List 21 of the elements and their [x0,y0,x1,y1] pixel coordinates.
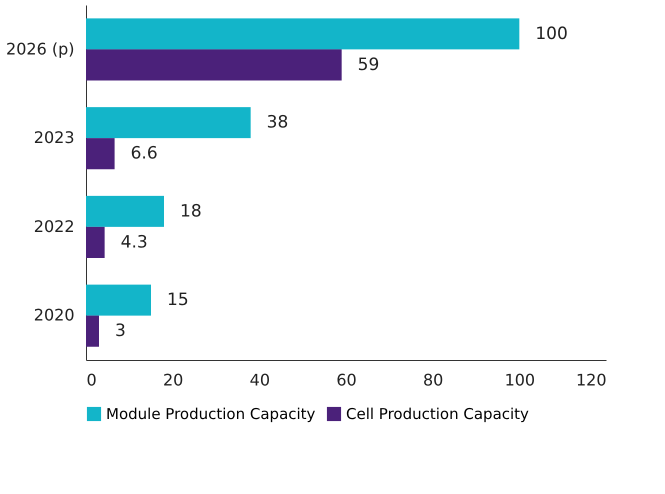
data-label: 38 [266,112,288,133]
legend-label: Cell Production Capacity [346,405,530,423]
y-tick-label: 2026 (p) [6,39,74,58]
x-tick-label: 80 [422,370,444,390]
x-tick-label: 120 [576,370,606,390]
data-label: 4.3 [120,232,148,252]
legend-label: Module Production Capacity [106,405,316,423]
y-tick-label: 2023 [34,128,74,148]
y-tick-label: 2022 [34,216,74,236]
data-label: 15 [167,290,189,310]
y-tick-label: 2020 [34,306,74,325]
data-label: 18 [180,201,202,222]
x-tick-label: 60 [336,370,357,390]
x-tick-label: 20 [162,370,184,390]
data-label: 3 [115,321,126,342]
data-label: 100 [535,24,568,44]
data-label: 59 [358,54,380,75]
data-label: 6.6 [130,144,158,164]
x-tick-label: 100 [504,370,536,390]
x-tick-label: 0 [86,370,97,390]
x-tick-label: 40 [250,370,270,390]
